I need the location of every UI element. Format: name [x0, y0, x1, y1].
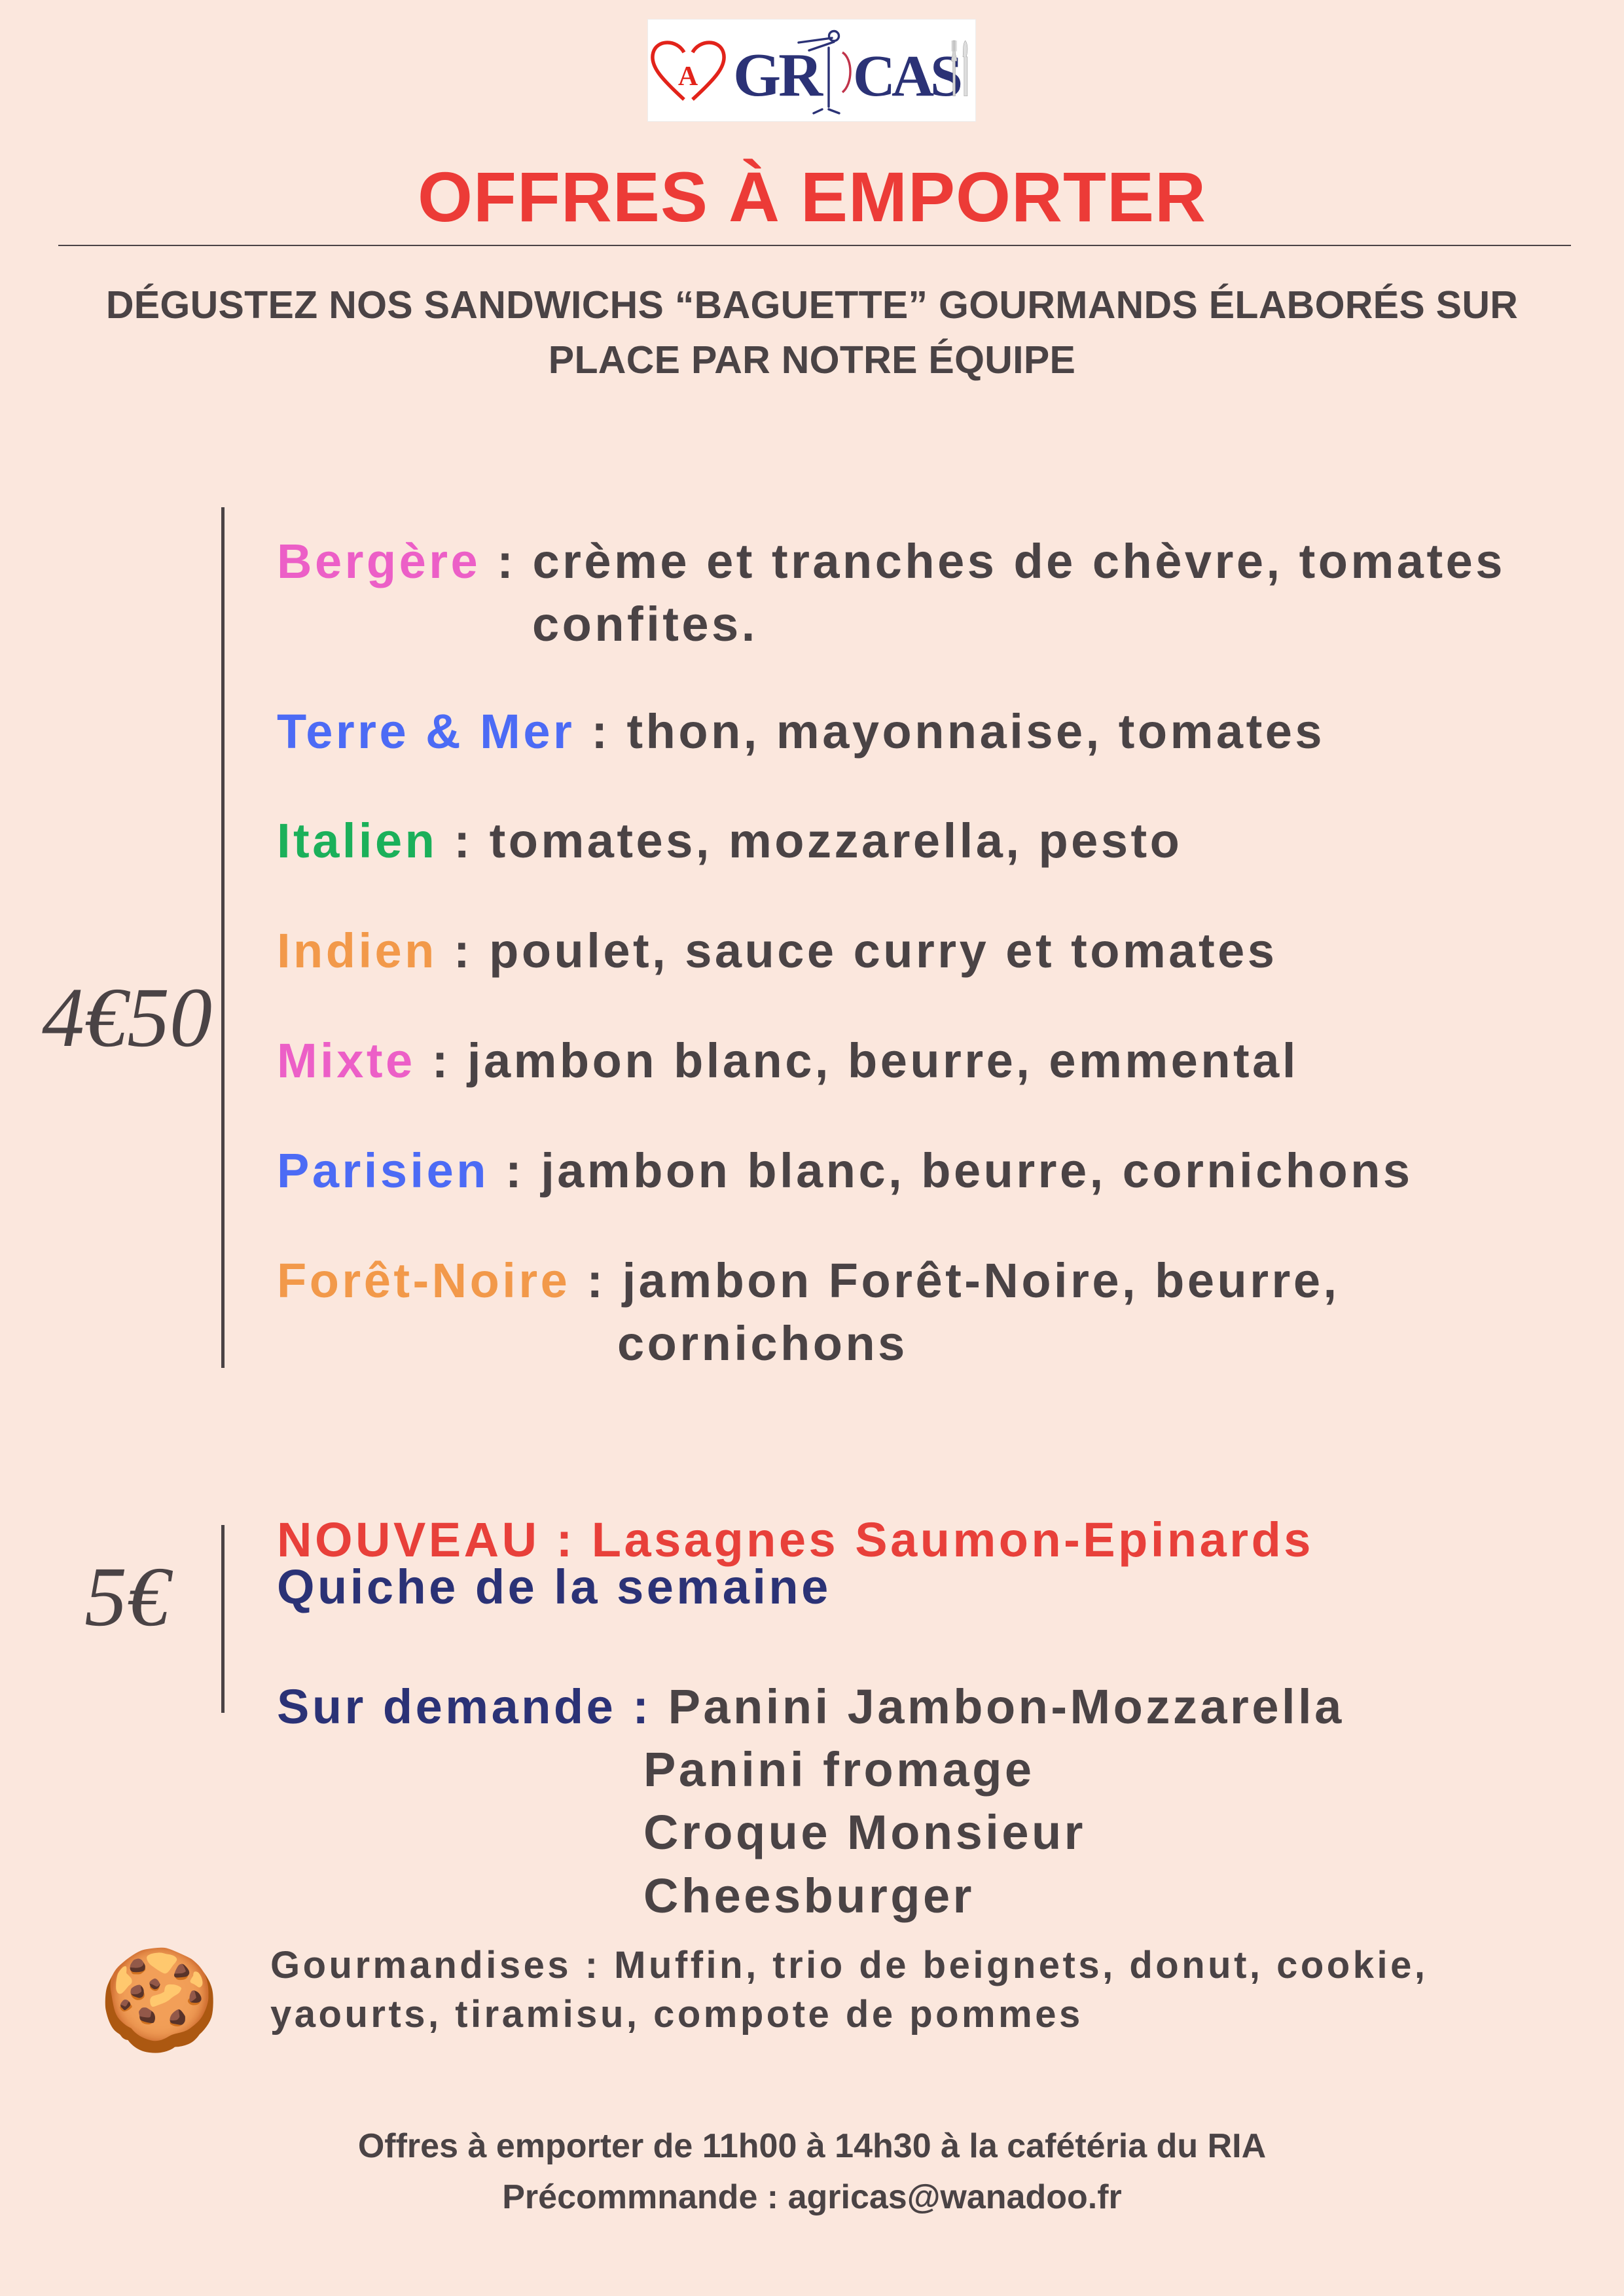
svg-text:A: A	[678, 62, 698, 92]
svg-text:GR: GR	[733, 41, 823, 109]
svg-text:CAS: CAS	[853, 44, 961, 109]
